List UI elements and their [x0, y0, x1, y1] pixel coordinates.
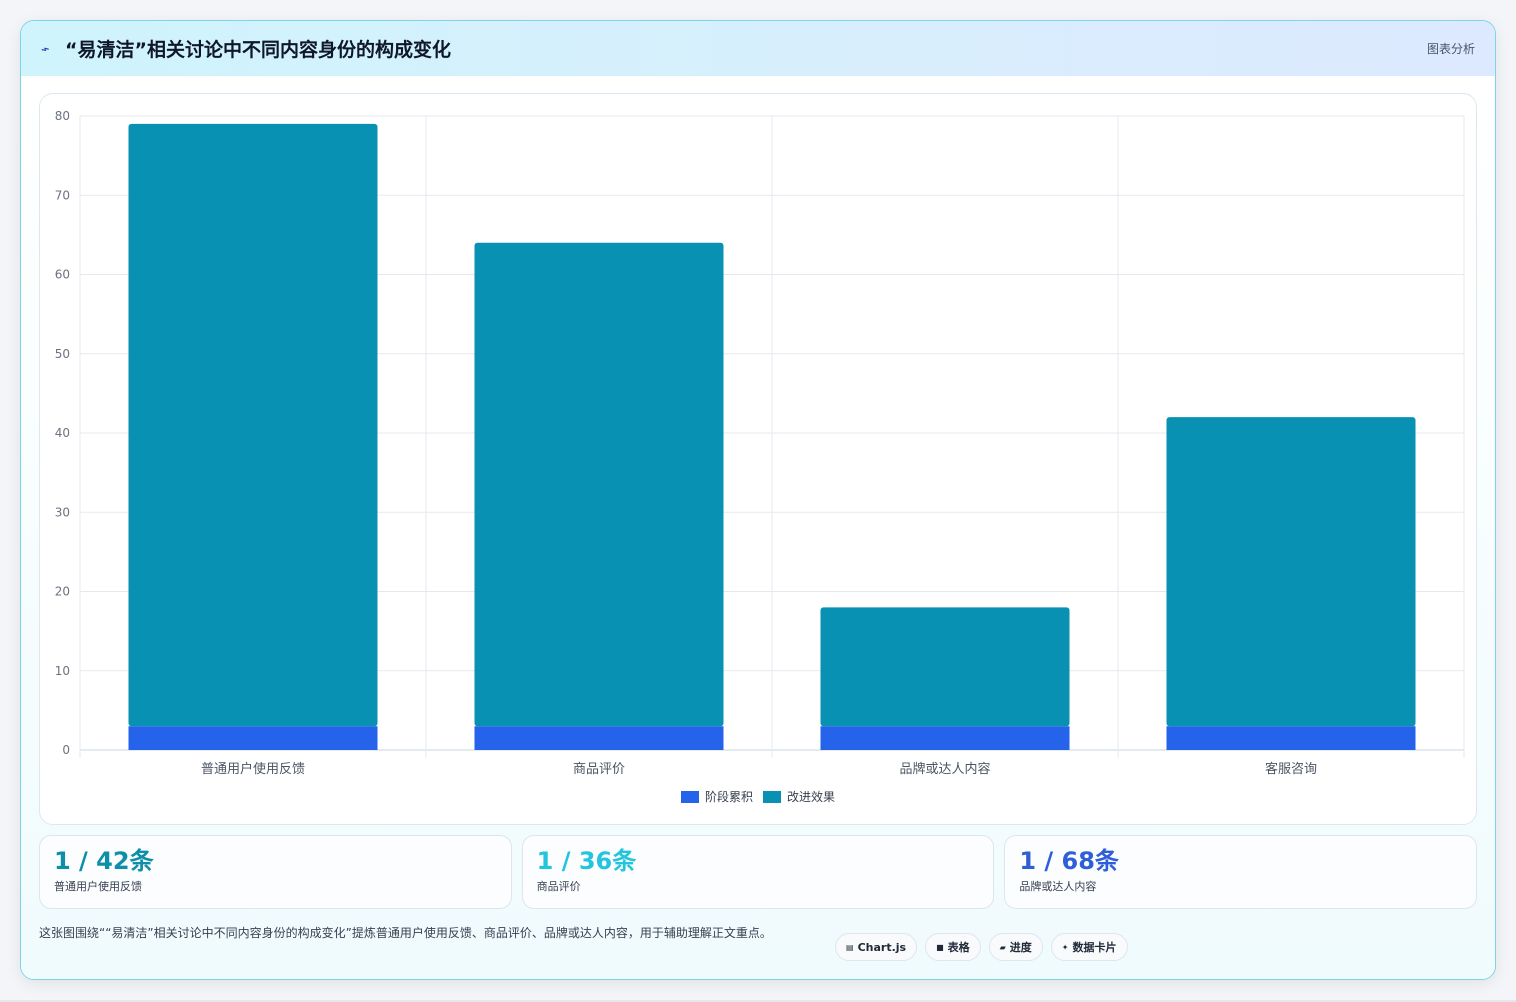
chip-label: 进度 [1009, 941, 1032, 954]
feature-chips: ▤ Chart.js ■ 表格 ▰ 进度 ✦ 数据卡片 [835, 933, 1128, 961]
chart-panel: 0 10 20 30 40 50 60 70 80 普通用户使用反馈 商品评价 品牌或达人内容 客服咨询… [39, 93, 1477, 825]
bar-stage-cumulative [128, 726, 378, 750]
chip-sparkle[interactable]: ✦ 数据卡片 [1050, 933, 1128, 961]
bar-improvement-effect [128, 123, 378, 727]
stat-label: 品牌或达人内容 [1019, 880, 1097, 893]
chip-chart[interactable]: ▤ Chart.js [835, 933, 918, 961]
x-tick-label: 客服咨询 [1265, 761, 1317, 777]
y-tick-label: 70 [55, 188, 70, 202]
card-footer: 这张图围绕““易清洁”相关讨论中不同内容身份的构成变化”提炼普通用户使用反馈、商… [39, 923, 1477, 979]
bar-improvement-effect [474, 242, 724, 727]
bar-chart: 0 10 20 30 40 50 60 70 80 普通用户使用反馈 商品评价 品牌或达人内容 客服咨询 [55, 109, 1465, 777]
chip-label: Chart.js [857, 940, 907, 954]
chip-label: 表格 [947, 941, 970, 954]
chart-description: 这张图围绕““易清洁”相关讨论中不同内容身份的构成变化”提炼普通用户使用反馈、商… [39, 926, 772, 940]
lightning-icon: ⌁ [38, 40, 53, 59]
legend-item[interactable]: 改进效果 [763, 788, 835, 805]
bar-improvement-effect [820, 607, 1070, 727]
legend-swatch [763, 790, 781, 803]
stat-cards: 1 / 42条 普通用户使用反馈 1 / 36条 商品评价 1 / 68条 品牌或达人内容 [39, 835, 1478, 909]
stat-value: 1 / 42条 [54, 847, 154, 875]
x-tick-label: 商品评价 [573, 762, 625, 777]
chip-label: 数据卡片 [1072, 941, 1117, 954]
y-tick-label: 60 [55, 268, 70, 282]
chip-progress[interactable]: ▰ 进度 [988, 933, 1043, 961]
x-tick-label: 品牌或达人内容 [899, 761, 990, 777]
sparkle-icon: ✦ [1061, 942, 1069, 952]
chart-title: “易清洁”相关讨论中不同内容身份的构成变化 [65, 39, 451, 61]
stat-value: 1 / 36条 [536, 847, 637, 875]
y-tick-label: 0 [62, 743, 70, 757]
bar-improvement-effect [1166, 417, 1416, 727]
chart-icon: ▤ [846, 942, 854, 952]
y-tick-label: 40 [55, 426, 70, 440]
y-tick-label: 30 [55, 505, 70, 519]
bar-stage-cumulative [474, 726, 724, 750]
chip-table[interactable]: ■ 表格 [925, 933, 981, 961]
legend-label: 改进效果 [787, 790, 836, 804]
stat-label: 普通用户使用反馈 [54, 880, 142, 893]
legend-swatch [680, 790, 699, 803]
y-tick-label: 10 [55, 664, 70, 678]
y-tick-label: 50 [55, 347, 70, 361]
chart-card: ⌁ “易清洁”相关讨论中不同内容身份的构成变化 图表分析 0 10 20 30 40 50… [20, 20, 1496, 980]
table-icon: ■ [936, 942, 944, 952]
legend-item[interactable]: 阶段累积 [680, 788, 753, 805]
legend-label: 阶段累积 [704, 790, 753, 804]
y-tick-label: 20 [55, 585, 70, 599]
progress-icon: ▰ [999, 942, 1006, 952]
stat-value: 1 / 68条 [1019, 847, 1119, 875]
stat-card: 1 / 68条品牌或达人内容 [1004, 835, 1478, 909]
page-bottom-divider [0, 1000, 1516, 1002]
chart-legend: 阶段累积 改进效果 [40, 788, 1476, 805]
y-tick-label: 80 [55, 109, 70, 123]
chart-analysis-tag[interactable]: 图表分析 [1426, 42, 1475, 56]
title-wrap: ⌁ “易清洁”相关讨论中不同内容身份的构成变化 [38, 35, 451, 62]
stat-card: 1 / 42条普通用户使用反馈 [39, 835, 512, 909]
stat-card: 1 / 36条商品评价 [521, 835, 995, 909]
card-body: 0 10 20 30 40 50 60 70 80 普通用户使用反馈 商品评价 品牌或达人内容 客服咨询… [21, 77, 1495, 979]
x-tick-label: 普通用户使用反馈 [201, 761, 305, 777]
stat-label: 商品评价 [536, 880, 581, 893]
bar-stage-cumulative [820, 726, 1070, 750]
card-header: ⌁ “易清洁”相关讨论中不同内容身份的构成变化 图表分析 [21, 21, 1495, 76]
bar-stage-cumulative [1166, 726, 1416, 750]
